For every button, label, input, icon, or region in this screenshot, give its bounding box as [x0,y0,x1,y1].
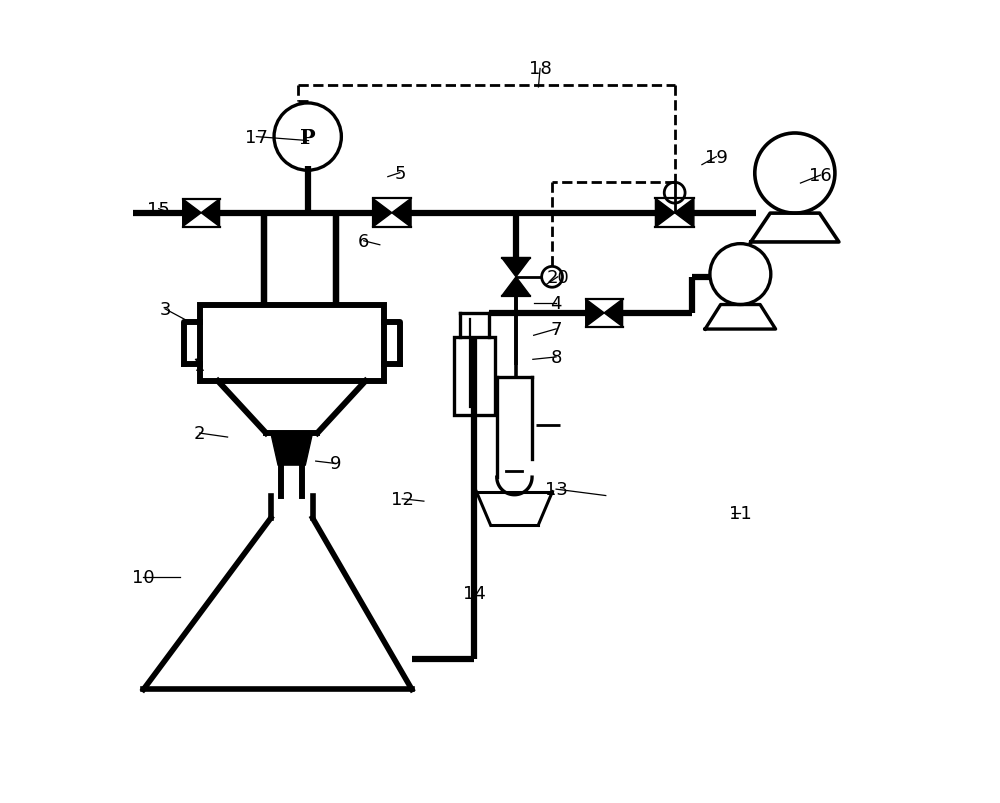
Text: 3: 3 [159,300,171,319]
Polygon shape [201,200,220,227]
Polygon shape [392,199,411,228]
Polygon shape [655,199,675,228]
Polygon shape [271,434,313,466]
Text: 7: 7 [550,320,562,339]
Polygon shape [604,300,623,328]
Text: 12: 12 [391,490,414,508]
Polygon shape [586,300,604,328]
Text: 18: 18 [529,60,551,79]
Bar [200,305,384,381]
Text: 4: 4 [550,295,562,313]
Text: 9: 9 [330,455,341,473]
Text: 15: 15 [147,201,170,218]
Polygon shape [373,199,392,228]
Polygon shape [502,278,530,296]
Text: 16: 16 [809,167,832,185]
Text: 6: 6 [358,232,369,251]
Text: P: P [300,128,316,148]
Text: 17: 17 [245,128,268,146]
Polygon shape [675,199,694,228]
Text: 20: 20 [546,268,569,287]
Text: 13: 13 [545,480,568,499]
Text: 11: 11 [729,504,752,523]
Text: 1: 1 [194,357,205,374]
Text: 14: 14 [463,585,486,602]
Text: 2: 2 [194,425,205,442]
Text: 10: 10 [132,569,155,586]
Text: 19: 19 [705,149,728,166]
Text: 8: 8 [550,349,562,366]
Polygon shape [183,200,201,227]
Bar [454,337,495,416]
Text: 5: 5 [394,165,406,182]
Polygon shape [502,259,530,278]
